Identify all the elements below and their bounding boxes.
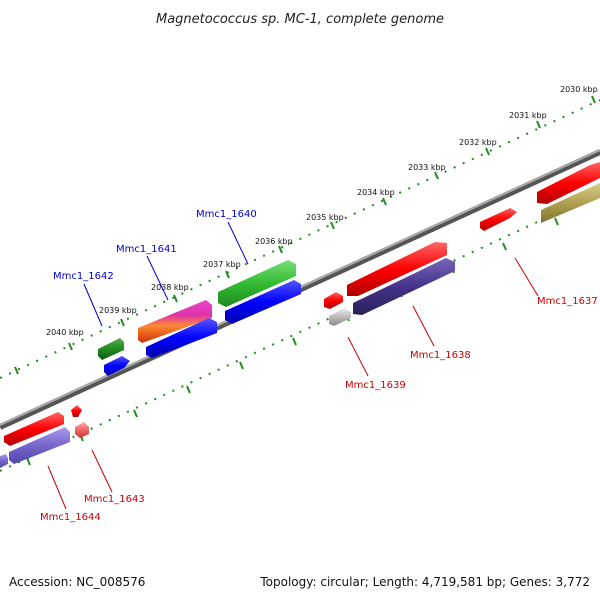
gene-feature-mmc1-1638-red[interactable] (347, 242, 447, 296)
gene-label-mmc1-1639[interactable]: Mmc1_1639 (345, 380, 406, 391)
gene-feature-mmc1-1641-magenta[interactable] (138, 300, 212, 343)
gene-feature-mmc1-1644-lavender[interactable] (9, 427, 70, 464)
kbp-label: 2038 kbp (151, 283, 189, 292)
gene-feature-mmc1-1639-red[interactable] (324, 292, 343, 309)
gene-feature-lavender-edge[interactable] (0, 454, 8, 468)
gene-feature-mmc1-1644-red[interactable] (4, 412, 64, 446)
gene-label-mmc1-1644[interactable]: Mmc1_1644 (40, 512, 101, 523)
gene-label-mmc1-1641[interactable]: Mmc1_1641 (116, 244, 177, 255)
kbp-label: 2036 kbp (255, 237, 293, 246)
kbp-label: 2035 kbp (306, 213, 344, 222)
outer-tick-track (0, 99, 600, 379)
kbp-label: 2040 kbp (46, 328, 84, 337)
gene-label-mmc1-1637[interactable]: Mmc1_1637 (537, 296, 598, 307)
gene-label-mmc1-1640[interactable]: Mmc1_1640 (196, 209, 257, 220)
gene-feature-mmc1-1642-blue[interactable] (104, 356, 130, 376)
leader-lines (47, 221, 539, 510)
gene-feature-mmc1-1637-mid[interactable] (480, 208, 517, 231)
gene-feature-mmc1-1638-purple[interactable] (353, 258, 455, 315)
kbp-label: 2034 kbp (357, 188, 395, 197)
gene-feature-olive[interactable] (541, 183, 600, 223)
genome-summary-text: Topology: circular; Length: 4,719,581 bp… (259, 575, 590, 589)
gene-feature-mmc1-1640-green[interactable] (218, 260, 296, 307)
kbp-label: 2037 kbp (203, 260, 241, 269)
gene-feature-mmc1-1640-blue[interactable] (225, 280, 301, 324)
gene-feature-mmc1-1639-gray[interactable] (329, 308, 351, 326)
gene-feature-mmc1-1643-red[interactable] (71, 405, 82, 417)
map-title: Magnetococcus sp. MC-1, complete genome (156, 12, 444, 27)
gene-feature-mmc1-1642-green[interactable] (98, 338, 124, 360)
gene-label-mmc1-1642[interactable]: Mmc1_1642 (53, 271, 114, 282)
gene-feature-mmc1-1637-right[interactable] (537, 162, 600, 204)
kbp-labels: 2030 kbp 2031 kbp 2032 kbp 2033 kbp 2034… (46, 85, 598, 337)
accession-text: Accession: NC_008576 (9, 575, 145, 589)
inner-tick-track (0, 192, 600, 472)
gene-feature-mmc1-1643-pink[interactable] (75, 422, 89, 438)
gene-feature-mmc1-1641-blue[interactable] (146, 318, 217, 358)
gene-label-mmc1-1638[interactable]: Mmc1_1638 (410, 350, 471, 361)
kbp-label: 2032 kbp (459, 138, 497, 147)
kbp-label: 2039 kbp (99, 306, 137, 315)
kbp-label: 2033 kbp (408, 163, 446, 172)
kbp-label: 2030 kbp (560, 85, 598, 94)
gene-label-mmc1-1643[interactable]: Mmc1_1643 (84, 494, 145, 505)
gene-labels: Mmc1_1637 Mmc1_1638 Mmc1_1639 Mmc1_1640 … (40, 209, 598, 523)
kbp-label: 2031 kbp (509, 111, 547, 120)
